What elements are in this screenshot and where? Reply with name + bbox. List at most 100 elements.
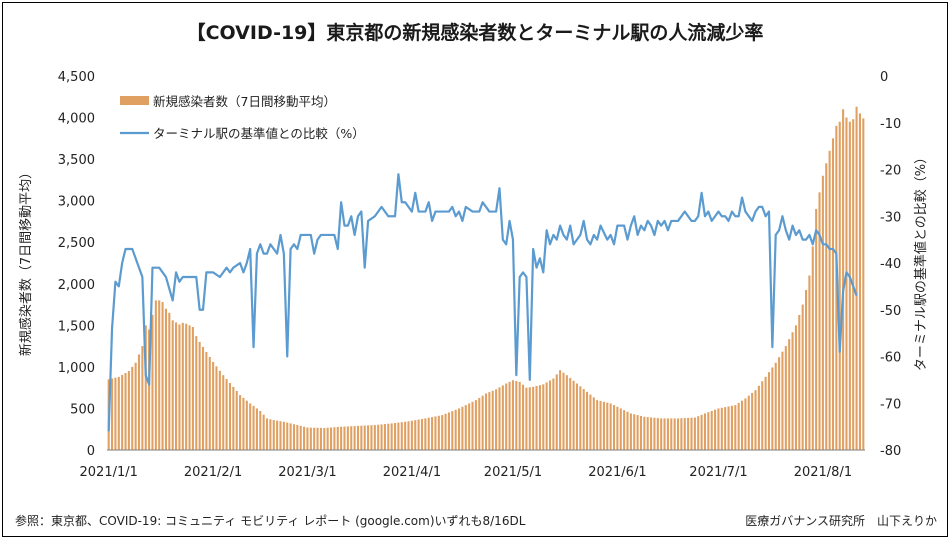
bar: [545, 382, 548, 450]
bar: [848, 121, 851, 451]
bar: [697, 416, 700, 450]
y-tick-label: 4,500: [58, 70, 95, 85]
bar: [286, 422, 289, 450]
bar: [148, 329, 151, 450]
bar: [788, 339, 791, 450]
bar: [484, 393, 488, 450]
bar: [636, 415, 639, 450]
y2-tick-label: -70: [880, 397, 901, 412]
bar: [821, 175, 824, 451]
bar: [333, 427, 336, 450]
y-tick-label: 4,000: [58, 112, 95, 127]
bar: [232, 386, 235, 450]
bar: [292, 424, 296, 450]
bar: [265, 418, 269, 450]
bar: [673, 418, 676, 450]
bar: [201, 346, 205, 450]
bar: [154, 300, 157, 450]
bar: [774, 362, 777, 450]
bar: [727, 406, 730, 450]
bar: [289, 423, 292, 450]
bar: [215, 366, 218, 450]
bar: [771, 367, 774, 450]
bar: [390, 423, 393, 450]
bar: [474, 400, 477, 450]
bar: [191, 327, 194, 450]
bar: [831, 138, 835, 450]
bar: [754, 390, 757, 450]
bar: [454, 409, 457, 450]
bar: [660, 418, 663, 450]
bar: [259, 410, 262, 450]
bar: [313, 427, 316, 450]
bar: [670, 418, 673, 450]
y-tick-label: 0: [87, 444, 95, 459]
bar: [350, 426, 353, 450]
bar: [562, 372, 565, 450]
y2-tick-label: -80: [880, 444, 901, 459]
bar: [784, 346, 787, 450]
bar: [495, 389, 498, 450]
bar: [811, 246, 814, 450]
line-path: [107, 173, 858, 432]
bar: [717, 408, 720, 450]
bar: [447, 412, 450, 450]
bar: [181, 322, 184, 450]
bar: [195, 336, 198, 450]
line-series: [107, 173, 858, 432]
bar: [117, 376, 120, 450]
bar: [676, 418, 680, 450]
bar: [778, 357, 781, 450]
bar: [363, 425, 366, 450]
bar: [589, 394, 592, 450]
bar-series: [107, 106, 865, 451]
bar: [299, 425, 302, 450]
bar: [666, 418, 669, 450]
bar: [329, 427, 333, 450]
bar: [522, 384, 525, 450]
y2-tick-label: -60: [880, 351, 901, 366]
legend: 新規感染者数（7日間移動平均） ターミナル駅の基準値との比較（%）: [120, 94, 365, 141]
bar: [835, 125, 838, 451]
bar: [842, 109, 845, 451]
bar: [663, 418, 666, 450]
bar: [720, 407, 723, 450]
bar: [858, 113, 861, 451]
chart: 【COVID-19】東京都の新規感染者数とターミナル駅の人流減少率 0 500 1,…: [15, 21, 937, 528]
legend-bar-label: 新規感染者数（7日間移動平均）: [153, 94, 336, 109]
bar: [693, 417, 696, 450]
bar: [303, 426, 306, 450]
bar: [751, 392, 754, 450]
bar: [569, 377, 572, 450]
legend-line-label: ターミナル駅の基準値との比較（%）: [153, 126, 365, 141]
bar: [464, 405, 467, 450]
bar: [845, 117, 848, 450]
bar: [137, 354, 141, 450]
bar: [151, 314, 154, 450]
bar: [481, 395, 484, 450]
bar: [623, 410, 626, 450]
bar: [794, 325, 797, 450]
bar: [134, 362, 137, 450]
bar: [461, 406, 464, 450]
bar: [575, 383, 579, 450]
bar: [164, 308, 167, 450]
left-axis-ticks: 0 500 1,000 1,500 2,000 2,500 3,000 3,500 4,000 4…: [58, 70, 95, 459]
y-tick-label: 2,000: [58, 278, 95, 293]
bar: [127, 371, 130, 450]
bar: [734, 405, 737, 450]
bar: [724, 407, 727, 450]
bar: [316, 427, 319, 450]
bar: [158, 300, 161, 450]
bar: [400, 422, 403, 450]
y-tick-label: 1,000: [58, 361, 95, 376]
bar: [208, 356, 211, 450]
bar: [798, 314, 801, 450]
x-tick-label: 2021/8/1: [794, 465, 852, 480]
bar: [296, 425, 299, 450]
bar: [121, 374, 124, 450]
y2-tick-label: -30: [880, 210, 901, 225]
bar: [619, 408, 622, 450]
bar: [730, 405, 733, 450]
bar: [171, 320, 174, 450]
